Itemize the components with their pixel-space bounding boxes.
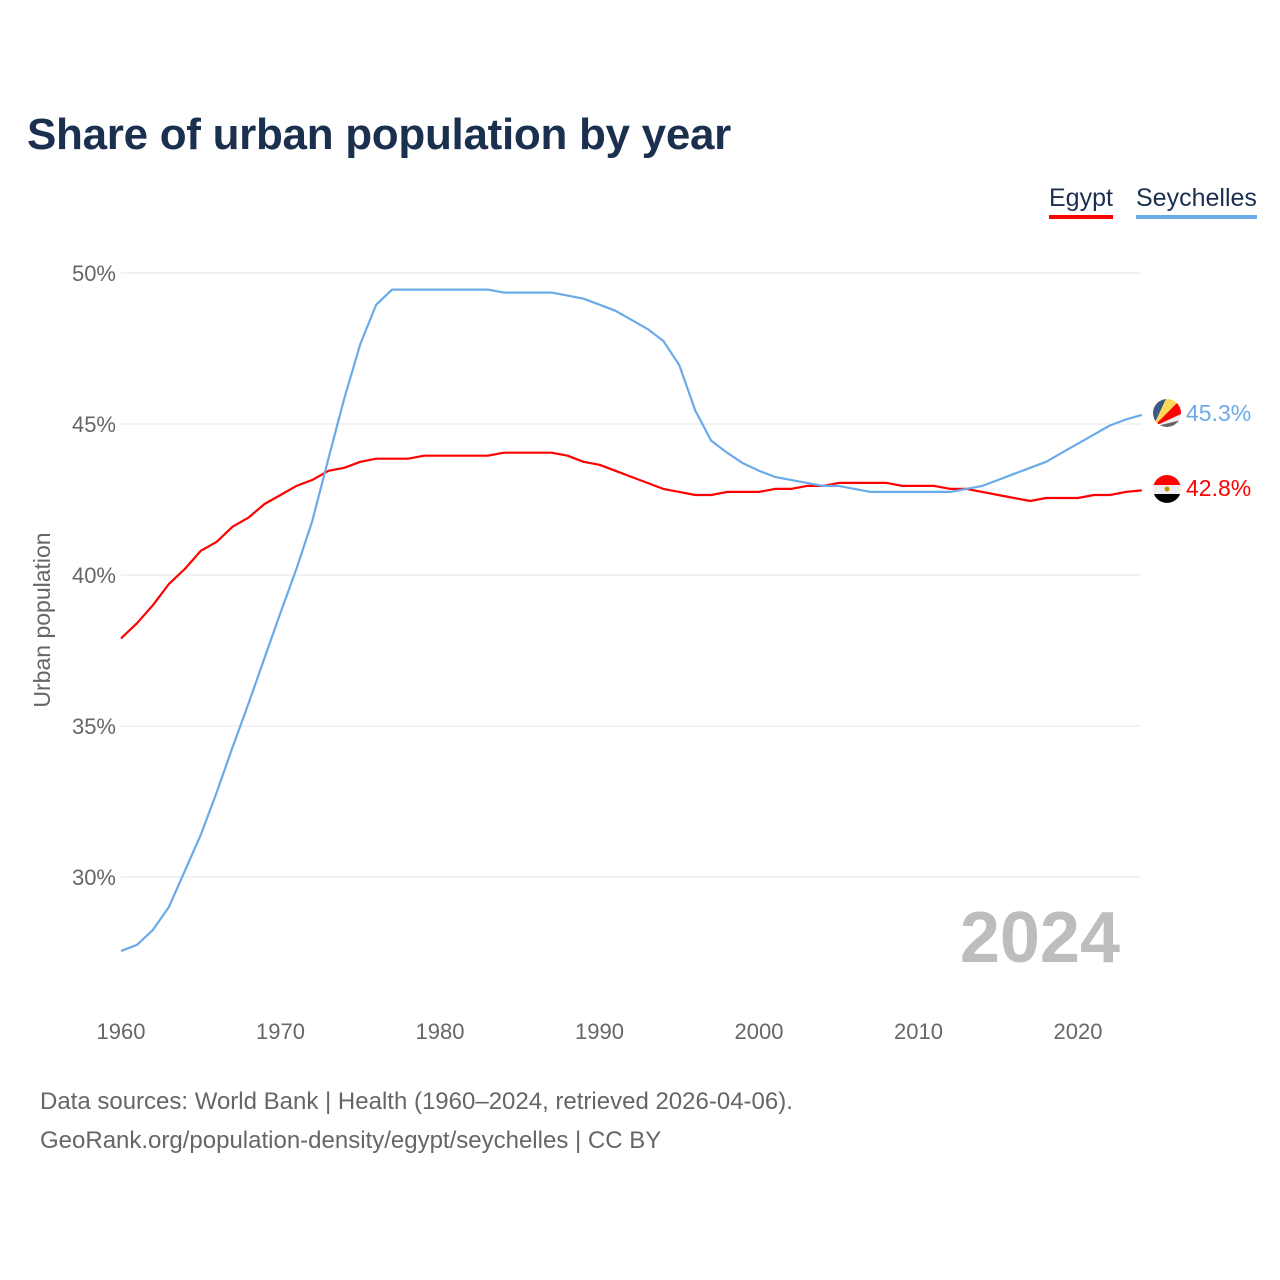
legend-item-seychelles[interactable]: Seychelles <box>1136 184 1257 219</box>
y-tick-label: 45% <box>72 412 116 437</box>
x-tick-label: 2020 <box>1054 1019 1103 1044</box>
footer-attribution[interactable]: GeoRank.org/population-density/egypt/sey… <box>40 1127 662 1154</box>
year-watermark: 2024 <box>960 898 1120 978</box>
x-tick-label: 1990 <box>575 1019 624 1044</box>
egypt-flag-icon <box>1153 475 1181 503</box>
chart-title: Share of urban population by year <box>27 110 731 159</box>
x-tick-label: 1980 <box>416 1019 465 1044</box>
y-tick-label: 35% <box>72 714 116 739</box>
x-tick-label: 2010 <box>894 1019 943 1044</box>
y-axis-label: Urban population <box>29 532 55 707</box>
legend-item-egypt[interactable]: Egypt <box>1049 184 1113 219</box>
y-tick-label: 40% <box>72 563 116 588</box>
x-tick-label: 1960 <box>97 1019 146 1044</box>
y-tick-label: 50% <box>72 261 116 286</box>
seychelles-flag-icon <box>1153 399 1181 427</box>
x-tick-label: 1970 <box>256 1019 305 1044</box>
series-line-seychelles <box>120 288 1143 953</box>
seychelles-end-label: 45.3% <box>1186 400 1251 426</box>
y-tick-label: 30% <box>72 865 116 890</box>
series-line-egypt <box>120 451 1142 640</box>
egypt-end-label: 42.8% <box>1186 475 1251 501</box>
x-tick-label: 2000 <box>735 1019 784 1044</box>
footer-sources: Data sources: World Bank | Health (1960–… <box>40 1088 793 1115</box>
